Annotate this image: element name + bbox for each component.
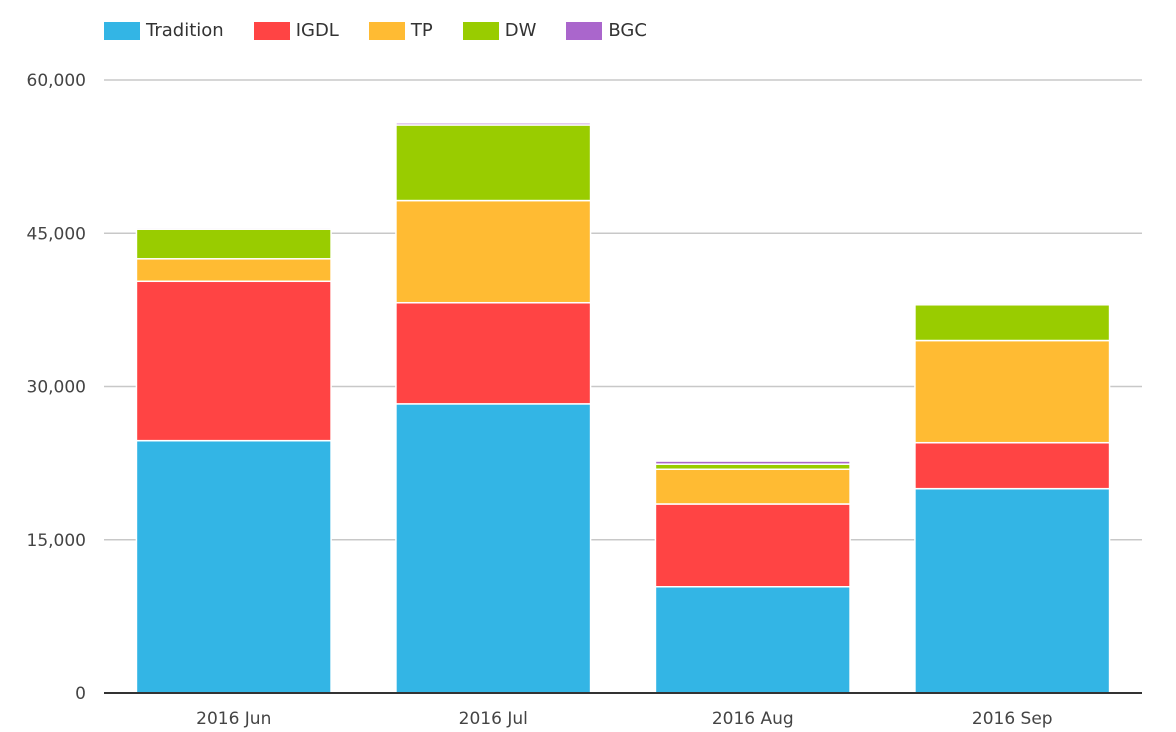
bar-segment-dw-3[interactable] <box>914 304 1111 342</box>
bar-segment-tradition-0[interactable] <box>135 439 332 694</box>
bar-segment-bgc-1[interactable] <box>395 122 592 126</box>
bar-segment-bgc-3[interactable] <box>914 302 1111 306</box>
y-tick-label: 45,000 <box>27 224 86 244</box>
x-tick-label: 2016 Sep <box>972 709 1053 729</box>
legend-item-tradition[interactable]: Tradition <box>104 20 224 41</box>
bar-segment-dw-2[interactable] <box>654 463 851 471</box>
legend-item-tp[interactable]: TP <box>368 20 433 41</box>
bar-segment-dw-1[interactable] <box>395 124 592 202</box>
legend-swatch <box>253 21 290 40</box>
legend-label: DW <box>504 20 537 41</box>
legend-item-bgc[interactable]: BGC <box>566 20 647 41</box>
legend-swatch <box>462 21 499 40</box>
y-tick-label: 60,000 <box>27 71 86 91</box>
bar-segment-igdl-2[interactable] <box>654 503 851 588</box>
bar-segment-bgc-2[interactable] <box>654 460 851 465</box>
legend-swatch <box>104 21 140 40</box>
legend-swatch <box>368 21 405 40</box>
x-tick-label: 2016 Jul <box>459 709 528 729</box>
bars <box>135 122 1111 694</box>
y-axis: 0 15,000 30,000 45,000 60,000 <box>27 71 86 704</box>
legend-label: TP <box>410 20 433 41</box>
bar-segment-igdl-0[interactable] <box>135 280 332 442</box>
legend: Tradition IGDL TP DW BGC <box>104 20 677 41</box>
y-tick-label: 30,000 <box>27 378 86 398</box>
bar-segment-tradition-1[interactable] <box>395 403 592 694</box>
legend-item-dw[interactable]: DW <box>462 20 537 41</box>
bar-segment-tradition-3[interactable] <box>914 487 1111 694</box>
bar-segment-tp-1[interactable] <box>395 199 592 304</box>
bar-segment-tp-3[interactable] <box>914 339 1111 444</box>
legend-label: IGDL <box>295 20 339 41</box>
bar-segment-bgc-0[interactable] <box>135 226 332 230</box>
legend-item-igdl[interactable]: IGDL <box>253 20 339 41</box>
legend-label: BGC <box>608 20 647 41</box>
legend-swatch <box>566 21 603 40</box>
legend-label: Tradition <box>146 20 224 41</box>
bar-segment-tradition-2[interactable] <box>654 585 851 694</box>
bar-segment-dw-0[interactable] <box>135 228 332 260</box>
x-tick-label: 2016 Jun <box>196 709 271 729</box>
bar-segment-tp-0[interactable] <box>135 258 332 283</box>
x-axis: 2016 Jun 2016 Jul 2016 Aug 2016 Sep <box>104 692 1142 729</box>
y-tick-label: 15,000 <box>27 531 86 551</box>
y-tick-label: 0 <box>75 684 86 704</box>
bar-segment-igdl-3[interactable] <box>914 441 1111 490</box>
bar-segment-tp-2[interactable] <box>654 468 851 505</box>
bar-segment-igdl-1[interactable] <box>395 301 592 405</box>
x-tick-label: 2016 Aug <box>712 709 794 729</box>
